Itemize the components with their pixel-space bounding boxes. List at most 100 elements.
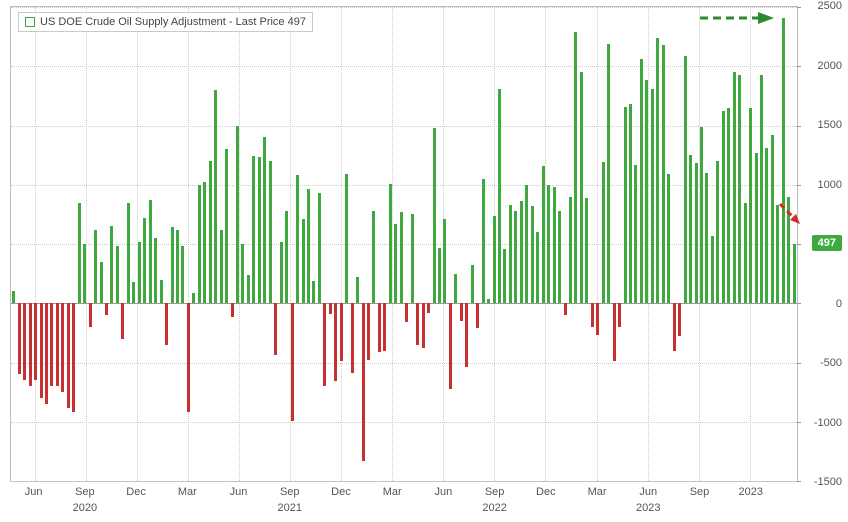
legend: US DOE Crude Oil Supply Adjustment - Las… bbox=[18, 12, 313, 32]
x-axis-month-label: Jun bbox=[230, 486, 248, 498]
x-axis-year-label: 2023 bbox=[636, 502, 660, 514]
bar bbox=[716, 161, 719, 303]
bar bbox=[634, 165, 637, 304]
bar bbox=[34, 303, 37, 380]
bar bbox=[602, 162, 605, 303]
bar bbox=[203, 182, 206, 303]
bar bbox=[765, 148, 768, 303]
bar bbox=[345, 174, 348, 303]
bar bbox=[760, 75, 763, 304]
bar bbox=[67, 303, 70, 407]
bar bbox=[400, 212, 403, 303]
x-axis-month-label: Mar bbox=[588, 486, 607, 498]
bar bbox=[312, 281, 315, 304]
bar bbox=[100, 262, 103, 303]
bar bbox=[302, 219, 305, 303]
x-axis-month-label: Mar bbox=[178, 486, 197, 498]
bar bbox=[231, 303, 234, 317]
bar bbox=[493, 216, 496, 304]
y-axis-label: -500 bbox=[820, 357, 842, 369]
last-value-badge: 497 bbox=[812, 235, 842, 251]
bar bbox=[667, 174, 670, 303]
bar bbox=[187, 303, 190, 412]
bar bbox=[121, 303, 124, 339]
bar bbox=[411, 214, 414, 303]
bar bbox=[525, 185, 528, 304]
bar bbox=[574, 32, 577, 303]
bar bbox=[482, 179, 485, 303]
bar bbox=[192, 293, 195, 304]
bar bbox=[662, 45, 665, 303]
x-axis-month-label: Jun bbox=[25, 486, 43, 498]
bar bbox=[214, 90, 217, 303]
bar bbox=[744, 203, 747, 304]
bar bbox=[711, 236, 714, 304]
bar bbox=[416, 303, 419, 344]
bar bbox=[738, 75, 741, 304]
bar bbox=[536, 232, 539, 303]
bar bbox=[29, 303, 32, 386]
bar bbox=[236, 126, 239, 304]
bar bbox=[94, 230, 97, 303]
bar bbox=[247, 275, 250, 303]
bar-chart bbox=[10, 6, 798, 482]
bar bbox=[547, 185, 550, 304]
bar bbox=[465, 303, 468, 367]
x-axis-month-label: Dec bbox=[536, 486, 556, 498]
bar bbox=[564, 303, 567, 315]
bar bbox=[624, 107, 627, 304]
x-axis-month-label: Sep bbox=[690, 486, 710, 498]
bar bbox=[258, 157, 261, 303]
bar bbox=[61, 303, 64, 392]
bar bbox=[83, 244, 86, 303]
bar bbox=[471, 265, 474, 303]
bar bbox=[116, 246, 119, 303]
bar bbox=[40, 303, 43, 398]
bar bbox=[700, 127, 703, 304]
bar bbox=[154, 238, 157, 303]
bar bbox=[684, 56, 687, 304]
x-axis-month-label: Dec bbox=[126, 486, 146, 498]
bar bbox=[705, 173, 708, 303]
bar bbox=[362, 303, 365, 461]
y-axis-label: 0 bbox=[836, 298, 842, 310]
bar bbox=[689, 155, 692, 303]
legend-label: US DOE Crude Oil Supply Adjustment - Las… bbox=[40, 16, 306, 28]
bar bbox=[291, 303, 294, 420]
bar bbox=[755, 153, 758, 303]
bar bbox=[454, 274, 457, 304]
bar bbox=[514, 211, 517, 303]
bar bbox=[132, 282, 135, 303]
bar bbox=[673, 303, 676, 350]
bar bbox=[531, 206, 534, 303]
bar bbox=[782, 18, 785, 304]
x-axis-month-label: 2023 bbox=[738, 486, 762, 498]
bar bbox=[323, 303, 326, 386]
bar bbox=[127, 203, 130, 304]
bar bbox=[678, 303, 681, 336]
legend-swatch bbox=[25, 17, 35, 27]
bar bbox=[542, 166, 545, 303]
bar bbox=[383, 303, 386, 350]
bar bbox=[645, 80, 648, 303]
gridline-h bbox=[11, 66, 797, 67]
bar bbox=[749, 108, 752, 304]
bar bbox=[225, 149, 228, 303]
bar bbox=[793, 244, 796, 303]
gridline-v bbox=[35, 7, 36, 481]
x-axis-month-label: Sep bbox=[485, 486, 505, 498]
gridline-v bbox=[597, 7, 598, 481]
bar bbox=[367, 303, 370, 360]
y-axis-label: 1500 bbox=[818, 119, 842, 131]
bar bbox=[558, 211, 561, 303]
bar bbox=[596, 303, 599, 335]
x-axis-month-label: Jun bbox=[435, 486, 453, 498]
bar bbox=[269, 161, 272, 303]
bar bbox=[105, 303, 108, 315]
x-axis-month-label: Sep bbox=[280, 486, 300, 498]
bar bbox=[640, 59, 643, 303]
y-axis-label: 2500 bbox=[818, 0, 842, 12]
bar bbox=[351, 303, 354, 373]
bar bbox=[422, 303, 425, 348]
bar bbox=[263, 137, 266, 303]
